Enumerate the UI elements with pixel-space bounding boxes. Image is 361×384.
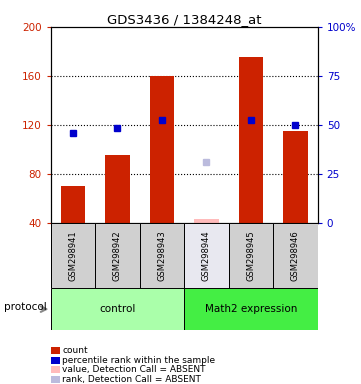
Text: GSM298942: GSM298942	[113, 230, 122, 281]
Text: GSM298946: GSM298946	[291, 230, 300, 281]
Text: percentile rank within the sample: percentile rank within the sample	[62, 356, 216, 365]
Bar	[149, 76, 174, 223]
Bar	[105, 156, 130, 223]
Bar	[184, 288, 318, 330]
Bar	[239, 58, 263, 223]
Text: Math2 expression: Math2 expression	[205, 304, 297, 314]
Text: control: control	[99, 304, 135, 314]
Bar	[184, 223, 229, 288]
Bar	[61, 186, 85, 223]
Bar	[194, 219, 219, 223]
Bar	[95, 223, 140, 288]
Text: GSM298944: GSM298944	[202, 230, 211, 281]
Text: count: count	[62, 346, 88, 355]
Bar	[51, 223, 95, 288]
Bar	[51, 288, 184, 330]
Bar	[140, 223, 184, 288]
Text: protocol: protocol	[4, 302, 46, 312]
Title: GDS3436 / 1384248_at: GDS3436 / 1384248_at	[107, 13, 261, 26]
Bar	[283, 131, 308, 223]
Text: GSM298943: GSM298943	[157, 230, 166, 281]
Text: rank, Detection Call = ABSENT: rank, Detection Call = ABSENT	[62, 375, 201, 384]
Text: GSM298941: GSM298941	[68, 230, 77, 281]
Bar	[273, 223, 318, 288]
Text: GSM298945: GSM298945	[247, 230, 255, 281]
Bar	[229, 223, 273, 288]
Text: value, Detection Call = ABSENT: value, Detection Call = ABSENT	[62, 365, 206, 374]
